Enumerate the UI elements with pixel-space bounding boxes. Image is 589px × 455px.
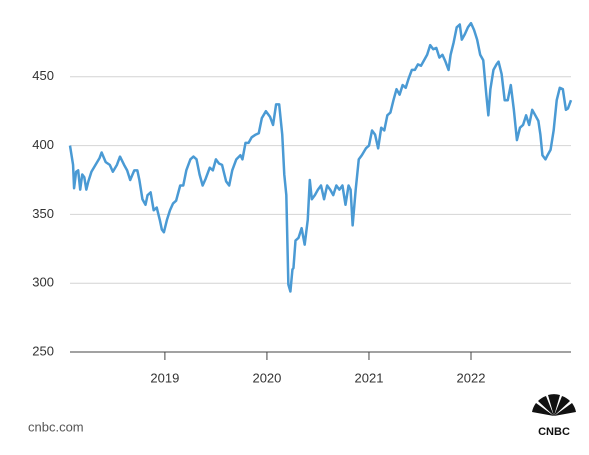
x-tick-label: 2021 <box>355 370 384 385</box>
y-tick-label: 450 <box>32 68 54 83</box>
y-tick-label: 250 <box>32 343 54 358</box>
logo-text: CNBC <box>538 426 570 438</box>
x-tick-label: 2019 <box>150 370 179 385</box>
line <box>68 21 573 293</box>
y-tick-label: 400 <box>32 137 54 152</box>
x-tick-label: 2022 <box>457 370 486 385</box>
y-tick-label: 350 <box>32 206 54 221</box>
source: cnbc.com <box>28 419 84 434</box>
logo: CNBC <box>532 394 576 438</box>
x-tick-label: 2020 <box>252 370 281 385</box>
y-tick-label: 300 <box>32 275 54 290</box>
